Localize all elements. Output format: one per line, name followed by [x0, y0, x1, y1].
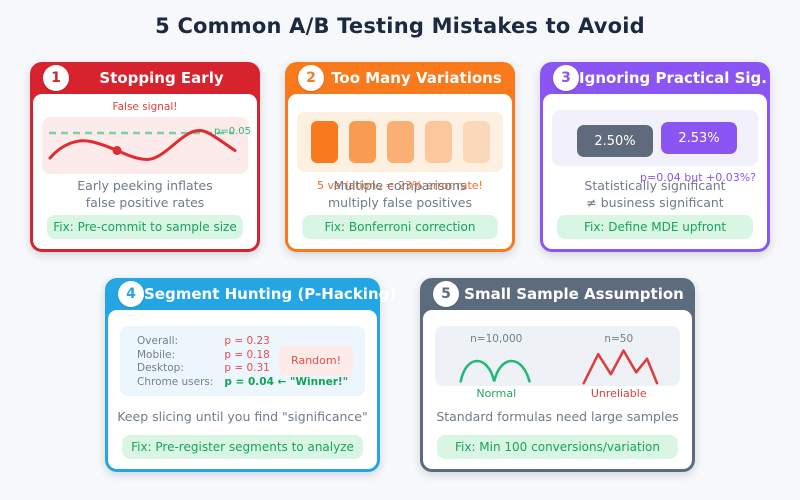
card2-title: Too Many Variations	[331, 69, 502, 87]
false-signal-label: False signal!	[112, 101, 178, 113]
segment-pvalue-table: Overall: p = 0.23 Mobile: p = 0.18 Deskt…	[120, 326, 365, 396]
conversion-comparison: 2.50% 2.53%	[552, 110, 758, 166]
card2-description: Multiple comparisons multiply false posi…	[288, 178, 512, 211]
variation-bars	[297, 112, 503, 172]
card2-fix-pill: Fix: Bonferroni correction	[302, 215, 498, 239]
card4-description: Keep slicing until you find "significanc…	[117, 408, 368, 424]
variant-rate-box: 2.53%	[661, 122, 737, 154]
variation-bar-5	[462, 121, 490, 163]
card1-number-badge: 1	[43, 65, 69, 91]
card3-body: 2.50% 2.53% p=0.04 but +0.03%? Statistic…	[543, 94, 767, 249]
segment-row-chrome: Chrome users: p = 0.04 ← "Winner!"	[137, 376, 365, 390]
card2-number: 2	[306, 70, 316, 86]
page-title: 5 Common A/B Testing Mistakes to Avoid	[155, 14, 645, 38]
card3-desc-line2: ≠ business significant	[586, 194, 724, 210]
p-value-curve-chart	[48, 129, 237, 162]
large-sample-label: n=10,000	[470, 333, 523, 345]
small-sample-label: n=50	[604, 333, 634, 345]
card1-desc-line2: false positive rates	[85, 194, 205, 210]
large-sample-chart: n=10,000	[451, 333, 541, 386]
random-badge: Random!	[279, 345, 353, 376]
card3-number: 3	[561, 70, 571, 86]
card5-title: Small Sample Assumption	[464, 285, 684, 303]
card1-description: Early peeking inflates false positive ra…	[33, 178, 257, 211]
card2-desc-line1: Multiple comparisons	[333, 178, 467, 193]
card1-number: 1	[51, 70, 61, 86]
segment-pvalue-winner: p = 0.04 ← "Winner!"	[224, 375, 349, 388]
normal-caption: Normal	[476, 387, 517, 400]
top-card-row: 1 Stopping Early False signal! p=0.05 Ea…	[30, 62, 770, 252]
early-peeking-chart: p=0.05	[42, 117, 251, 174]
card1-fix-pill: Fix: Pre-commit to sample size	[47, 215, 243, 239]
sample-size-comparison: n=10,000 n=50	[435, 326, 680, 386]
small-sample-chart: n=50	[574, 333, 664, 386]
control-rate-box: 2.50%	[577, 125, 653, 157]
card2-desc-line2: multiply false positives	[328, 194, 472, 210]
card2-header: 2 Too Many Variations	[285, 62, 515, 94]
segment-label: Chrome users:	[137, 375, 214, 388]
card-small-sample: 5 Small Sample Assumption n=10,000 n=50	[420, 278, 695, 472]
bottom-card-row: 4 Segment Hunting (P-Hacking) Overall: p…	[105, 278, 695, 472]
card1-body: False signal! p=0.05 Early peeking infla…	[33, 94, 257, 249]
card3-header: 3 Ignoring Practical Sig.	[540, 62, 770, 94]
error-rate-label: 5 variations = 23% error rate!	[317, 179, 483, 192]
card-too-many-variations: 2 Too Many Variations 5 variations = 23%…	[285, 62, 515, 252]
false-positive-curve	[48, 129, 237, 162]
card-segment-hunting: 4 Segment Hunting (P-Hacking) Overall: p…	[105, 278, 396, 472]
card5-number-badge: 5	[433, 281, 459, 307]
card3-fix-pill: Fix: Define MDE upfront	[557, 215, 753, 239]
card4-body: Overall: p = 0.23 Mobile: p = 0.18 Deskt…	[108, 310, 377, 469]
variation-bar-4	[424, 121, 452, 163]
segment-row-mobile: Mobile: p = 0.18	[137, 349, 365, 363]
card5-description: Standard formulas need large samples	[436, 408, 679, 424]
card3-title: Ignoring Practical Sig.	[579, 69, 767, 87]
card3-desc-line1: Statistically significant	[584, 178, 726, 193]
card5-fix-pill: Fix: Min 100 conversions/variation	[437, 435, 678, 459]
card1-header: 1 Stopping Early	[30, 62, 260, 94]
segment-pvalue: p = 0.31	[224, 362, 270, 374]
variation-bar-2	[348, 121, 376, 163]
jagged-curve-icon	[582, 349, 659, 385]
unreliable-caption: Unreliable	[590, 387, 647, 400]
card4-fix-pill: Fix: Pre-register segments to analyze	[122, 435, 363, 459]
segment-row-overall: Overall: p = 0.23	[137, 335, 365, 349]
card5-number: 5	[441, 286, 451, 302]
card4-number: 4	[126, 286, 136, 302]
sample-chart-captions: Normal Unreliable	[435, 387, 680, 400]
card2-number-badge: 2	[298, 65, 324, 91]
smooth-curve-icon	[459, 360, 531, 383]
segment-row-desktop: Desktop: p = 0.31	[137, 362, 365, 376]
segment-pvalue: p = 0.18	[224, 348, 270, 361]
segment-label: Mobile:	[137, 348, 175, 361]
segment-label: Overall:	[137, 335, 179, 347]
card5-header: 5 Small Sample Assumption	[420, 278, 695, 310]
variation-bar-3	[386, 121, 414, 163]
segment-label: Desktop:	[137, 362, 184, 374]
card3-description: Statistically significant ≠ business sig…	[543, 178, 767, 211]
card1-title: Stopping Early	[99, 69, 224, 87]
variation-bar-1	[310, 121, 338, 163]
card4-header: 4 Segment Hunting (P-Hacking)	[105, 278, 396, 310]
card4-title: Segment Hunting (P-Hacking)	[144, 285, 397, 303]
practical-significance-note: p=0.04 but +0.03%?	[640, 171, 756, 184]
p-threshold-label: p=0.05	[214, 126, 251, 137]
card-ignoring-practical-sig: 3 Ignoring Practical Sig. 2.50% 2.53% p=…	[540, 62, 770, 252]
card1-desc-line1: Early peeking inflates	[77, 178, 213, 193]
card3-number-badge: 3	[553, 65, 579, 91]
early-stop-dot	[112, 146, 122, 155]
card2-body: 5 variations = 23% error rate! Multiple …	[288, 94, 512, 249]
card5-body: n=10,000 n=50 Normal Unreliable Standard…	[423, 310, 692, 469]
card4-number-badge: 4	[118, 281, 144, 307]
card-stopping-early: 1 Stopping Early False signal! p=0.05 Ea…	[30, 62, 260, 252]
segment-pvalue: p = 0.23	[224, 335, 270, 347]
